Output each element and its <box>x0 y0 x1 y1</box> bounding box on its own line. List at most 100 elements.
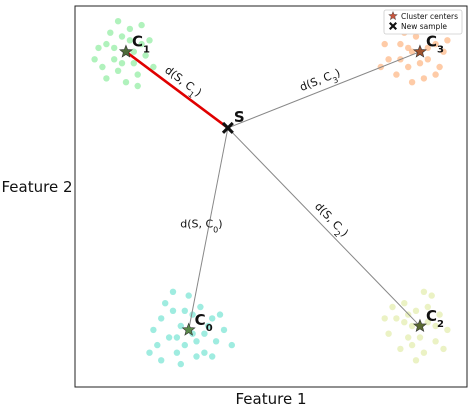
cluster-0-point <box>154 341 161 349</box>
cluster-3-point <box>381 40 388 48</box>
cluster-2-point <box>401 319 408 326</box>
cluster-3-point <box>385 56 392 63</box>
cluster-2-point <box>440 345 447 353</box>
cluster-1-point <box>138 40 145 48</box>
cluster-1-point <box>91 56 98 63</box>
legend-label: Cluster centers <box>401 12 458 21</box>
cluster-center-1-label: C1 <box>132 33 150 56</box>
cluster-center-1-star <box>118 44 133 58</box>
new-sample-marker <box>221 121 234 134</box>
distance-line-c3 <box>227 51 421 129</box>
cluster-1-point <box>134 71 141 78</box>
cluster-1-point <box>114 67 122 75</box>
labels-layer: d(S, C0)d(S, C1)d(S, C2)d(S, C3)C0C1C2C3… <box>132 33 444 334</box>
distance-label-c3: d(S, C3) <box>298 66 343 97</box>
cluster-0-point <box>181 307 188 314</box>
cluster-2-point <box>408 341 416 349</box>
cluster-2-point <box>416 334 424 341</box>
cluster-center-0-label: C0 <box>195 311 213 334</box>
cluster-2-point <box>408 322 416 330</box>
cluster-1-point <box>118 60 126 67</box>
cluster-0-point <box>173 334 181 341</box>
cluster-2-point <box>412 357 420 364</box>
new-sample-label: S <box>234 108 245 126</box>
cluster-2-point <box>444 326 451 334</box>
cluster-3-point <box>412 33 420 40</box>
cluster-1-point <box>130 48 137 55</box>
cluster-0-point <box>169 288 177 295</box>
cluster-1-point <box>126 25 134 33</box>
markers-layer <box>118 44 427 336</box>
distance-label-c2: d(S, C2) <box>310 200 351 242</box>
cluster-3-point <box>436 63 443 71</box>
cluster-0-point <box>158 315 165 322</box>
cluster-0-point <box>201 349 208 356</box>
points-layer <box>91 18 451 368</box>
cluster-center-2-star <box>412 318 427 332</box>
cluster-0-point <box>220 326 228 334</box>
cluster-3-point <box>432 71 439 78</box>
cluster-2-point <box>412 307 420 314</box>
cluster-0-point <box>185 292 192 299</box>
cluster-2-point <box>420 349 428 356</box>
cluster-0-point <box>146 349 153 356</box>
cluster-3-point <box>432 40 439 48</box>
cluster-0-point <box>193 338 200 345</box>
cluster-1-point <box>138 21 145 29</box>
cluster-1-point <box>142 52 149 59</box>
cluster-1-point <box>107 29 114 36</box>
cluster-3-point <box>408 79 416 86</box>
cluster-1-point <box>95 44 102 52</box>
cluster-2-point <box>397 345 404 353</box>
distance-line-c0 <box>188 127 229 330</box>
cluster-0-point <box>162 300 169 307</box>
cluster-0-point <box>228 341 235 349</box>
cluster-0-point <box>177 360 184 368</box>
cluster-2-point <box>405 334 412 341</box>
cluster-0-point <box>209 353 216 360</box>
cluster-0-point <box>209 315 216 322</box>
cluster-0-point <box>193 353 200 360</box>
cluster-2-point <box>432 322 439 330</box>
cluster-0-point <box>173 349 181 356</box>
cluster-3-point <box>405 63 412 71</box>
legend-label: New sample <box>401 22 447 31</box>
cluster-3-point <box>397 40 404 48</box>
cluster-1-point <box>111 44 118 52</box>
cluster-1-point <box>122 79 130 86</box>
cluster-center-3-star <box>412 44 427 58</box>
cluster-1-point <box>146 37 153 44</box>
plot-frame <box>74 5 468 388</box>
cluster-1-point <box>99 63 106 71</box>
cluster-0-point <box>169 307 177 314</box>
cluster-0-point <box>201 330 208 337</box>
distance-line-c1 <box>125 50 229 129</box>
cluster-2-point <box>424 303 431 311</box>
y-axis-label: Feature 2 <box>2 178 73 196</box>
cluster-0-point <box>212 338 220 345</box>
distance-line-c2 <box>227 127 421 327</box>
cluster-0-point <box>181 341 188 349</box>
distance-lines-layer <box>125 50 421 330</box>
cluster-2-point <box>389 303 396 311</box>
cluster-2-point <box>428 292 435 299</box>
cluster-0-point <box>150 326 157 334</box>
cluster-1-point <box>114 18 122 25</box>
legend-star-icon <box>388 10 398 21</box>
cluster-center-2-label: C2 <box>426 307 444 330</box>
legend-x-icon <box>389 22 397 30</box>
cluster-0-point <box>158 357 165 364</box>
cluster-1-point <box>103 40 110 48</box>
cluster-2-point <box>401 300 408 307</box>
cluster-2-point <box>436 311 443 318</box>
cluster-1-point <box>126 37 134 44</box>
cluster-3-point <box>393 71 400 78</box>
cluster-1-point <box>134 82 141 90</box>
cluster-1-point <box>111 56 118 63</box>
cluster-3-point <box>405 44 412 52</box>
cluster-1-point <box>118 33 126 40</box>
cluster-3-point <box>416 60 424 67</box>
distance-label-c0: d(S, C0) <box>180 218 222 235</box>
